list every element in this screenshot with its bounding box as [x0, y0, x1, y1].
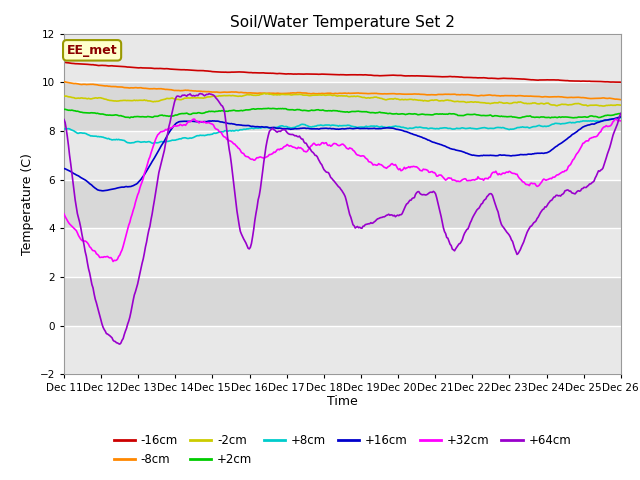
- Bar: [64, 277, 621, 326]
- Bar: [64, 228, 621, 277]
- Bar: [64, 34, 621, 82]
- Legend: -16cm, -8cm, -2cm, +2cm, +8cm, +16cm, +32cm, +64cm: -16cm, -8cm, -2cm, +2cm, +8cm, +16cm, +3…: [109, 430, 576, 471]
- Bar: [64, 131, 621, 180]
- Bar: [64, 180, 621, 228]
- Bar: [64, 326, 621, 374]
- Y-axis label: Temperature (C): Temperature (C): [21, 153, 34, 255]
- X-axis label: Time: Time: [327, 395, 358, 408]
- Text: EE_met: EE_met: [67, 44, 117, 57]
- Bar: [64, 82, 621, 131]
- Title: Soil/Water Temperature Set 2: Soil/Water Temperature Set 2: [230, 15, 455, 30]
